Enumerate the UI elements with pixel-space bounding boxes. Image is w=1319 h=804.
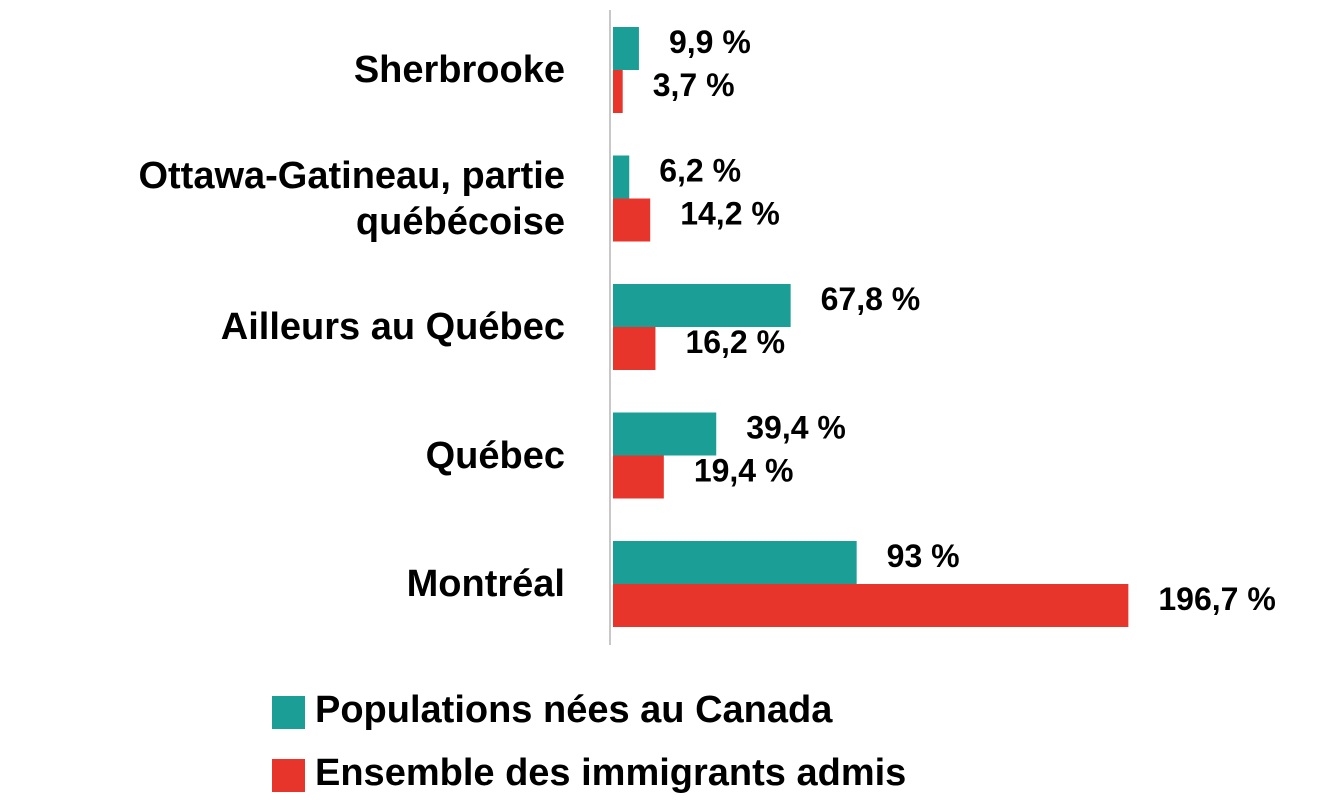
value-label: 16,2 % <box>685 324 785 360</box>
bar <box>613 70 623 113</box>
bar <box>613 198 651 242</box>
value-label: 93 % <box>887 538 960 574</box>
value-label: 19,4 % <box>694 452 794 488</box>
value-label: 9,9 % <box>669 24 751 60</box>
value-label: 67,8 % <box>821 281 921 317</box>
bar <box>613 584 1129 627</box>
category-label: Ailleurs au Québec <box>220 306 565 348</box>
bar <box>613 284 791 327</box>
legend-label: Populations nées au Canada <box>315 689 833 731</box>
category-label: Ottawa-Gatineau, partie québécoise <box>138 154 565 243</box>
bar <box>613 412 717 456</box>
bar <box>613 455 664 499</box>
value-label: 196,7 % <box>1158 581 1275 617</box>
legend-swatch <box>272 696 305 729</box>
category-label: Sherbrooke <box>353 49 565 91</box>
category-label: Québec <box>425 434 565 477</box>
value-label: 3,7 % <box>653 67 735 103</box>
legend-label: Ensemble des immigrants admis <box>315 752 906 794</box>
bar <box>613 155 630 199</box>
category-label: Montréal <box>406 563 565 605</box>
value-label: 39,4 % <box>746 409 846 445</box>
value-label: 6,2 % <box>659 152 741 188</box>
bar <box>613 27 639 70</box>
bar <box>613 327 656 370</box>
bar <box>613 541 857 584</box>
legend-swatch <box>272 759 305 792</box>
value-label: 14,2 % <box>680 195 780 231</box>
